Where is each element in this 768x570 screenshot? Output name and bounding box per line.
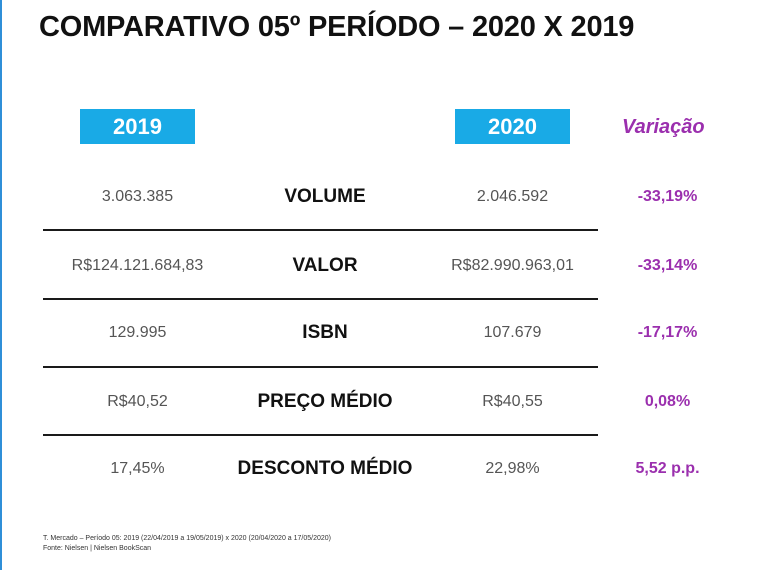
variation-header: Variação [622,116,705,138]
metric-label: VALOR [292,255,358,276]
variation-value: 0,08% [644,393,691,410]
row-divider [43,229,598,231]
footnote-period: T. Mercado – Período 05: 2019 (22/04/201… [43,535,331,542]
row-divider [43,366,598,368]
metric-label: ISBN [302,322,348,343]
value-2020: 2.046.592 [476,188,549,205]
variation-value: -33,19% [637,188,698,205]
row-divider [43,298,598,300]
metric-label: PREÇO MÉDIO [257,391,393,412]
left-edge-line [0,0,2,570]
value-2019: 3.063.385 [101,188,174,205]
year-2020-badge: 2020 [455,109,570,144]
value-2019: R$40,52 [107,393,168,410]
table-row-valor: R$124.121.684,83 VALOR R$82.990.963,01 -… [0,251,768,281]
value-2020: R$82.990.963,01 [451,257,574,274]
year-2019-badge: 2019 [80,109,195,144]
value-2019: 17,45% [110,460,165,477]
value-2020: 107.679 [483,324,542,341]
footnote-source: Fonte: Nielsen | Nielsen BookScan [43,545,152,552]
table-row-volume: 3.063.385 VOLUME 2.046.592 -33,19% [0,182,768,212]
variation-value: -33,14% [637,257,698,274]
value-2020: 22,98% [485,460,540,477]
table-row-desconto-medio: 17,45% DESCONTO MÉDIO 22,98% 5,52 p.p. [0,454,768,484]
metric-label: VOLUME [284,186,366,207]
table-row-preco-medio: R$40,52 PREÇO MÉDIO R$40,55 0,08% [0,387,768,417]
value-2019: R$124.121.684,83 [71,257,204,274]
row-divider [43,434,598,436]
slide-title: COMPARATIVO 05º PERÍODO – 2020 X 2019 [39,11,635,43]
metric-label: DESCONTO MÉDIO [237,458,413,479]
value-2019: 129.995 [108,324,167,341]
value-2020: R$40,55 [482,393,543,410]
table-row-isbn: 129.995 ISBN 107.679 -17,17% [0,318,768,348]
variation-value: 5,52 p.p. [635,460,700,477]
variation-value: -17,17% [637,324,698,341]
